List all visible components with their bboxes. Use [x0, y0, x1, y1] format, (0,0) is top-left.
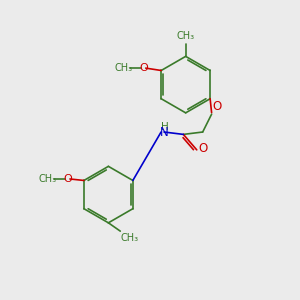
- Text: CH₃: CH₃: [115, 63, 133, 73]
- Text: CH₃: CH₃: [177, 32, 195, 41]
- Text: O: O: [212, 100, 222, 113]
- Text: CH₃: CH₃: [120, 233, 138, 243]
- Text: CH₃: CH₃: [39, 174, 57, 184]
- Text: O: O: [140, 63, 148, 73]
- Text: N: N: [160, 126, 169, 139]
- Text: H: H: [161, 122, 169, 132]
- Text: O: O: [64, 174, 73, 184]
- Text: O: O: [199, 142, 208, 155]
